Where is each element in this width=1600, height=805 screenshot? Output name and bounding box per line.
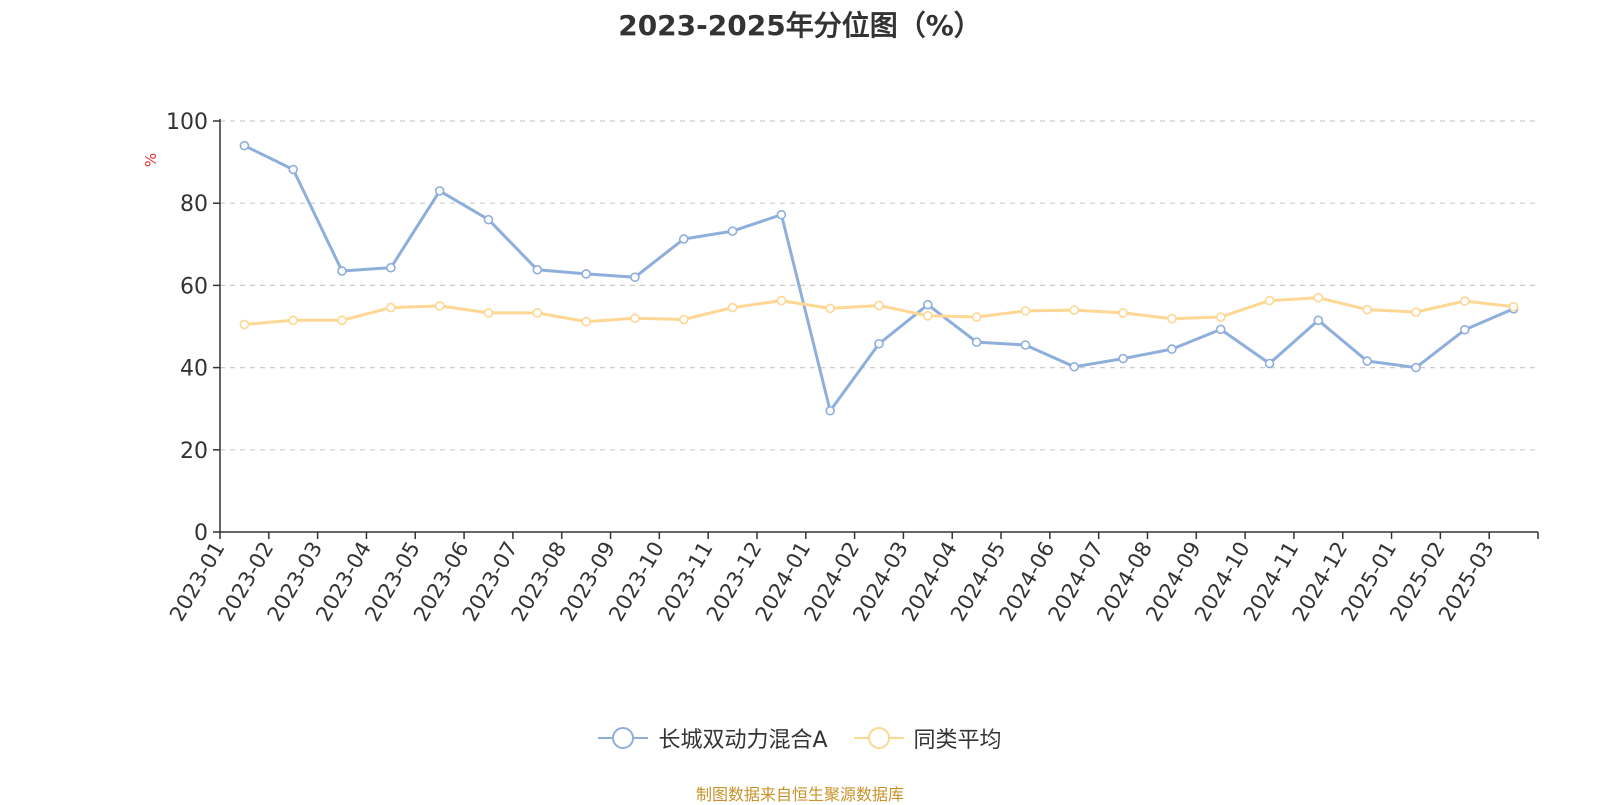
data-point-peer-average [1118,308,1128,318]
data-point-peer-average [1459,296,1470,306]
data-point-fund [1362,356,1372,366]
data-point-peer-average [1215,312,1226,322]
data-point-fund [1313,315,1324,326]
chart-title: 2023-2025年分位图（%） [618,9,982,42]
y-tick-label: 40 [180,357,208,382]
data-point-peer-average [1508,301,1519,312]
data-point-peer-average [971,312,982,322]
y-tick-label: 60 [180,274,208,299]
legend-marker-fund-icon [598,727,649,749]
data-point-peer-average [581,316,591,327]
legend-label-peer-average: 同类平均 [913,728,1002,753]
data-point-peer-average [1167,313,1177,324]
data-point-peer-average [434,301,445,311]
y-tick-label: 80 [180,192,208,217]
data-point-peer-average [825,303,835,314]
data-point-fund [1411,362,1421,373]
data-point-peer-average [1020,306,1031,316]
legend: 长城双动力混合A 同类平均 [0,722,1600,754]
data-point-peer-average [1264,295,1275,306]
data-point-fund [776,209,787,220]
data-point-peer-average [532,308,543,318]
data-point-fund [630,272,640,282]
data-point-peer-average [1069,305,1080,315]
data-point-peer-average [288,315,299,326]
y-tick-label: 0 [194,521,208,546]
data-point-fund [1020,340,1031,350]
data-point-fund [971,337,982,347]
data-point-peer-average [386,302,396,313]
data-source-note: 制图数据来自恒生聚源数据库 [695,785,904,804]
data-point-fund [1215,324,1226,335]
data-point-fund [874,338,884,349]
data-point-peer-average [1362,304,1372,315]
data-point-peer-average [727,302,738,313]
data-point-peer-average [483,308,494,318]
data-point-fund [923,299,933,310]
data-point-fund [727,226,738,236]
data-point-fund [386,262,396,273]
data-point-fund [678,234,689,244]
data-point-peer-average [630,313,640,324]
data-point-fund [434,186,445,196]
data-point-peer-average [874,300,884,311]
data-point-fund [239,140,250,151]
data-point-fund [532,264,543,275]
series-line-fund [243,144,1515,413]
data-point-peer-average [239,319,250,330]
data-point-fund [1069,361,1080,372]
data-point-peer-average [1411,307,1421,317]
legend-label-fund: 长城双动力混合A [658,728,828,753]
data-point-fund [1264,358,1275,369]
data-point-fund [1459,324,1470,335]
data-point-peer-average [337,315,347,326]
data-point-fund [288,164,299,175]
y-tick-label: 100 [166,110,208,135]
data-point-fund [1118,353,1128,364]
data-point-peer-average [1313,292,1324,303]
data-point-peer-average [923,311,933,321]
data-point-fund [483,214,494,225]
legend-item-peer-average[interactable]: 同类平均 [853,722,1002,754]
data-point-fund [581,269,591,279]
legend-item-fund[interactable]: 长城双动力混合A [598,722,828,754]
data-point-fund [825,405,835,416]
y-axis-label: % [142,153,160,167]
data-point-fund [337,266,347,276]
y-tick-label: 20 [180,439,208,464]
data-point-fund [1167,344,1177,354]
data-point-peer-average [776,295,787,306]
legend-marker-peer-average-icon [853,727,904,749]
data-point-peer-average [678,314,689,325]
